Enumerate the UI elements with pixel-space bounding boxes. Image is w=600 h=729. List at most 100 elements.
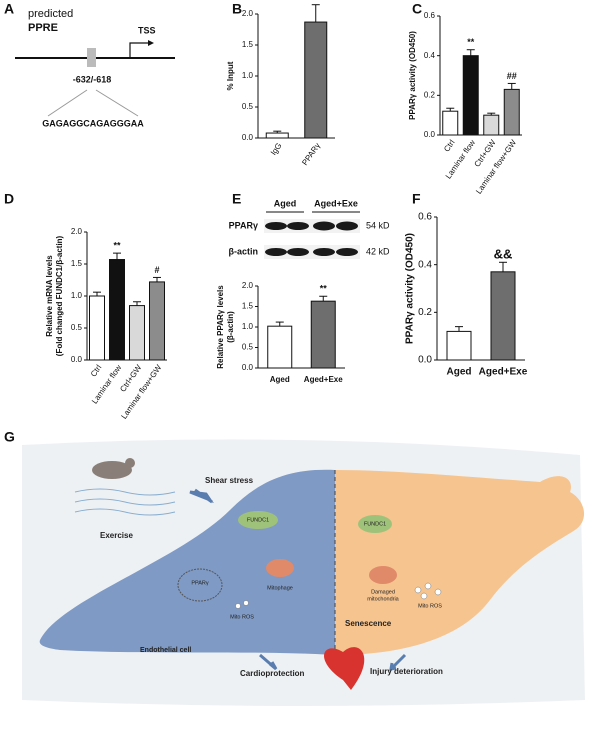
annotation: ** <box>113 240 121 250</box>
fundc1-oval <box>238 511 278 529</box>
label: Shear stress <box>205 476 254 485</box>
y-axis-label: PPARγ activity (OD450) <box>405 233 416 344</box>
panel-letter: E <box>232 191 241 207</box>
size-label: 42 kD <box>366 246 390 256</box>
y-tick-label: 1.0 <box>242 322 254 331</box>
y-axis-label: % Input <box>226 61 235 90</box>
label: FUNDC1 <box>364 521 386 527</box>
y-tick-label: 0.5 <box>242 343 254 352</box>
mouse <box>92 461 132 479</box>
y-tick-label: 1.5 <box>71 259 83 268</box>
connector <box>47 89 88 117</box>
label: Cardioprotection <box>240 669 305 678</box>
protein-label: β-actin <box>229 246 259 256</box>
y-tick-label: 0.0 <box>242 133 254 142</box>
panel-letter: B <box>232 1 242 17</box>
x-tick-label: IgG <box>269 141 284 157</box>
y-tick-label: 0.6 <box>424 11 436 20</box>
y-tick-label: 0.0 <box>71 355 83 364</box>
annotation: # <box>154 265 159 275</box>
bar <box>265 132 289 139</box>
y-axis-label: Relative mRNA levels <box>45 255 54 337</box>
y-tick-label: 0.0 <box>242 363 254 372</box>
x-tick-label: PPARγ <box>300 141 322 167</box>
y-axis-label: Relative PPARγ levels <box>216 285 225 369</box>
y-tick-label: 0.0 <box>424 130 436 139</box>
panel-g: Shear stress Exercise FUNDC1 PPARγ Mitop… <box>22 439 585 706</box>
bar <box>446 330 472 361</box>
label: Mito ROS <box>230 614 254 620</box>
annotation: & <box>313 0 320 2</box>
label: predicted <box>28 8 73 20</box>
waves <box>74 488 176 516</box>
y-tick-label: 0.2 <box>424 90 436 99</box>
label: Senescence <box>345 619 392 628</box>
label: Damaged <box>371 589 395 595</box>
panel-letter: A <box>4 1 14 17</box>
y-tick-label: 0.5 <box>242 102 254 111</box>
mouse <box>125 458 135 468</box>
label: PPRE <box>28 22 58 34</box>
panel-letter: F <box>412 191 421 207</box>
annotation: ## <box>507 71 517 81</box>
label: Injury deterioration <box>370 667 443 676</box>
y-tick-label: 0.4 <box>424 51 436 60</box>
y-axis-label: PPARγ activity (OD450) <box>408 31 417 120</box>
bar <box>109 259 125 361</box>
y-axis-label: (Fold changed FUNDC1/β-actin) <box>55 235 64 356</box>
bar <box>267 325 293 369</box>
bar <box>503 88 520 136</box>
bar <box>483 114 500 136</box>
panel-letter: D <box>4 191 14 207</box>
bar <box>89 295 105 361</box>
bar <box>442 110 459 136</box>
y-tick-label: 0.6 <box>418 212 432 223</box>
connector <box>95 89 139 117</box>
protein-label: PPARγ <box>229 220 258 230</box>
panel-letter: C <box>412 1 422 17</box>
mitochondrion <box>369 566 397 584</box>
bar <box>129 305 145 361</box>
label: Mitophage <box>267 585 293 591</box>
heart <box>324 647 365 690</box>
y-tick-label: 0.4 <box>418 259 432 270</box>
blot-strip <box>264 245 360 259</box>
label: Mito ROS <box>418 603 442 609</box>
annotation: ** <box>320 284 328 294</box>
bar <box>462 55 479 136</box>
y-axis-label: (β-actin) <box>226 311 235 343</box>
y-tick-label: 2.0 <box>242 281 254 290</box>
arrow <box>259 653 278 671</box>
label: Endothelial cell <box>140 647 191 654</box>
bar <box>490 271 516 361</box>
x-tick-label: Aged+Exe <box>479 367 528 378</box>
bar <box>304 21 328 139</box>
y-tick-label: 0.2 <box>418 307 432 318</box>
annotation: ** <box>467 37 475 47</box>
x-tick-label: Ctrl <box>89 363 104 379</box>
mitochondrion <box>266 559 294 577</box>
arrow <box>389 653 407 671</box>
label: Exercise <box>100 531 133 540</box>
label: FUNDC1 <box>247 517 269 523</box>
ros <box>235 582 442 609</box>
label: mitochondria <box>367 596 399 602</box>
group-label: Aged+Exe <box>314 198 358 208</box>
y-tick-label: 1.0 <box>242 71 254 80</box>
bands <box>265 221 358 256</box>
label: TSS <box>138 25 156 35</box>
label: GAGAGGCAGAGGGAA <box>42 118 144 128</box>
annotation: && <box>494 247 513 262</box>
y-tick-label: 1.5 <box>242 40 254 49</box>
x-tick-label: Aged <box>447 367 472 378</box>
y-tick-label: 0.5 <box>71 323 83 332</box>
bar <box>310 300 336 369</box>
bar <box>149 281 165 361</box>
panel-a: predicted PPRE TSS -632/-618 GAGAGGCAGAG… <box>15 8 175 128</box>
size-label: 54 kD <box>366 220 390 230</box>
ppre-box <box>87 48 96 67</box>
label: -632/-618 <box>73 74 112 84</box>
flow-arrow <box>189 488 214 504</box>
y-tick-label: 2.0 <box>71 227 83 236</box>
